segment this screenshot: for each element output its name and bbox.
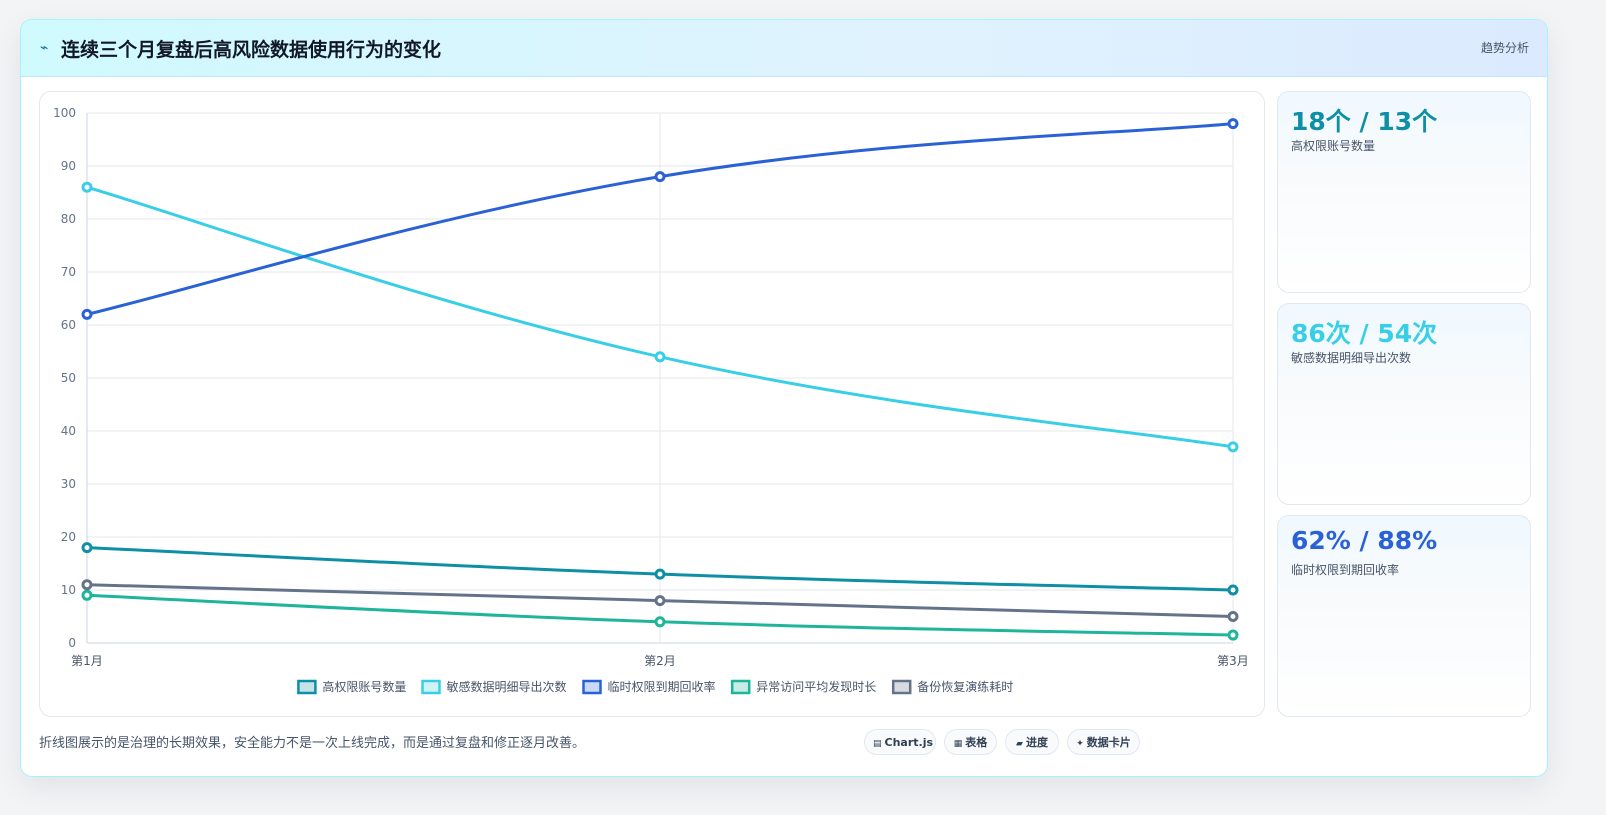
legend-label: 异常访问平均发现时长 [756,679,876,694]
y-tick-label: 90 [61,159,76,173]
data-point [81,308,93,320]
card-title: 连续三个月复盘后高风险数据使用行为的变化 [61,39,442,61]
y-tick-label: 0 [68,636,76,650]
data-point [1227,584,1239,596]
pill-chartjs[interactable]: ▤ Chart.js [864,729,936,755]
y-tick-label: 60 [61,318,76,332]
chart-icon: ▤ [873,739,882,749]
data-point [1227,441,1239,453]
table-icon: ▦ [953,739,963,749]
kpi-card-privileged-accounts: 18个 / 13个 高权限账号数量 [1277,91,1531,293]
kpi-label: 高权限账号数量 [1291,139,1376,153]
legend-swatch [421,679,441,695]
kpi-label: 临时权限到期回收率 [1291,563,1400,577]
y-tick-label: 70 [61,265,76,279]
y-tick-label: 80 [61,212,76,226]
data-point [1227,118,1239,130]
data-point [654,351,666,363]
kpi-card-sensitive-exports: 86次 / 54次 敏感数据明细导出次数 [1277,303,1531,505]
y-tick-label: 20 [61,530,76,544]
kpi-value: 62% / 88% [1291,526,1438,555]
x-tick-label: 第1月 [71,654,103,668]
progress-icon: ▰ [1016,739,1023,749]
line-chart-panel: 0 10 20 30 40 50 60 70 80 90 100 第1月 第2月 第3月高权限账号数量 敏感… [39,91,1265,717]
y-tick-label: 100 [53,106,76,120]
pill-table[interactable]: ▦ 表格 [944,729,997,755]
data-point [654,568,666,580]
y-tick-label: 40 [61,424,76,438]
kpi-value: 18个 / 13个 [1291,107,1438,136]
data-point [1227,629,1239,641]
y-tick-label: 30 [61,477,76,491]
lightning-icon: ⌁ [40,40,49,56]
pill-label: 进度 [1025,736,1048,749]
kpi-value: 86次 / 54次 [1291,319,1438,348]
legend-swatch [582,679,602,695]
trend-card: ⌁ 连续三个月复盘后高风险数据使用行为的变化 趋势分析 0 10 20 30 40 50 6… [20,19,1548,777]
card-header: ⌁ 连续三个月复盘后高风险数据使用行为的变化 趋势分析 [21,20,1547,77]
data-point [654,616,666,628]
legend-swatch [297,679,317,695]
data-point [81,542,93,554]
y-tick-label: 10 [61,583,76,597]
legend-label: 敏感数据明细导出次数 [447,679,567,694]
pill-label: 表格 [965,736,988,749]
pill-data-card[interactable]: ✦ 数据卡片 [1067,729,1140,755]
data-point [81,181,93,193]
data-point [81,589,93,601]
footer-note: 折线图展示的是治理的长期效果，安全能力不是一次上线完成，而是通过复盘和修正逐月改… [39,736,586,751]
x-tick-label: 第2月 [644,654,676,668]
legend-label: 备份恢复演练耗时 [917,679,1013,694]
data-point [1227,611,1239,622]
sparkle-icon: ✦ [1076,739,1084,749]
legend-label: 高权限账号数量 [322,679,406,694]
kpi-card-temp-permission-recovery: 62% / 88% 临时权限到期回收率 [1277,515,1531,717]
pill-label: 数据卡片 [1086,736,1131,749]
data-point [654,171,666,183]
x-tick-label: 第3月 [1217,654,1249,668]
data-point [81,579,93,591]
pill-progress[interactable]: ▰ 进度 [1005,729,1059,755]
data-point [654,595,666,607]
y-tick-label: 50 [61,371,76,385]
legend-swatch [730,679,751,695]
pill-label: Chart.js [884,736,934,749]
trend-analysis-tag: 趋势分析 [1480,41,1529,55]
kpi-label: 敏感数据明细导出次数 [1291,351,1412,365]
legend-label: 临时权限到期回收率 [608,679,716,694]
legend-swatch [891,679,912,695]
